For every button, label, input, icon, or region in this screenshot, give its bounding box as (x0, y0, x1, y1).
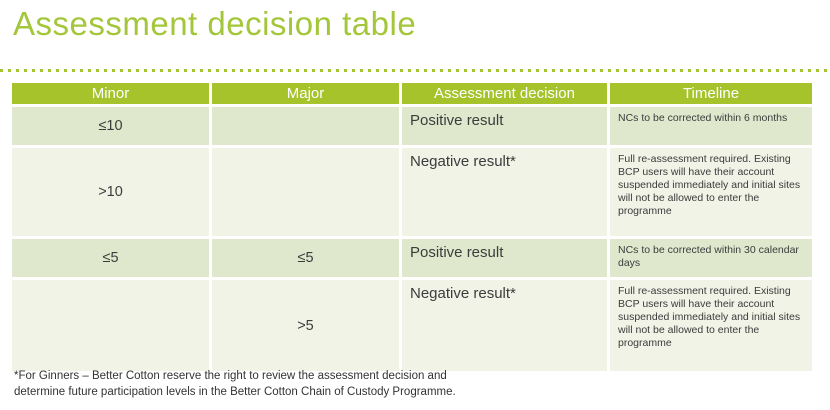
footnote: *For Ginners – Better Cotton reserve the… (14, 370, 456, 398)
cell-timeline: Full re-assessment required. Existing BC… (610, 148, 812, 236)
assessment-decision-table: Minor Major Assessment decision Timeline… (9, 80, 815, 374)
cell-minor: ≤5 (12, 239, 209, 277)
column-header-minor: Minor (12, 83, 209, 104)
cell-assessment-decision: Positive result (402, 239, 607, 277)
table-row: >5 Negative result* Full re-assessment r… (12, 280, 812, 371)
cell-assessment-decision: Negative result* (402, 148, 607, 236)
column-header-timeline: Timeline (610, 83, 812, 104)
cell-minor: >10 (12, 148, 209, 236)
table-row: ≤5 ≤5 Positive result NCs to be correcte… (12, 239, 812, 277)
cell-timeline: NCs to be corrected within 6 months (610, 107, 812, 145)
page-title: Assessment decision table (13, 5, 417, 42)
cell-major: ≤5 (212, 239, 399, 277)
cell-assessment-decision: Negative result* (402, 280, 607, 371)
table-header-row: Minor Major Assessment decision Timeline (12, 83, 812, 104)
dotted-separator (0, 69, 830, 72)
cell-major (212, 107, 399, 145)
column-header-major: Major (212, 83, 399, 104)
column-header-assessment-decision: Assessment decision (402, 83, 607, 104)
cell-timeline: Full re-assessment required. Existing BC… (610, 280, 812, 371)
cell-assessment-decision: Positive result (402, 107, 607, 145)
cell-minor: ≤10 (12, 107, 209, 145)
cell-timeline: NCs to be corrected within 30 calendar d… (610, 239, 812, 277)
table-row: >10 Negative result* Full re-assessment … (12, 148, 812, 236)
cell-major: >5 (212, 280, 399, 371)
cell-minor (12, 280, 209, 371)
table-row: ≤10 Positive result NCs to be corrected … (12, 107, 812, 145)
cell-major (212, 148, 399, 236)
